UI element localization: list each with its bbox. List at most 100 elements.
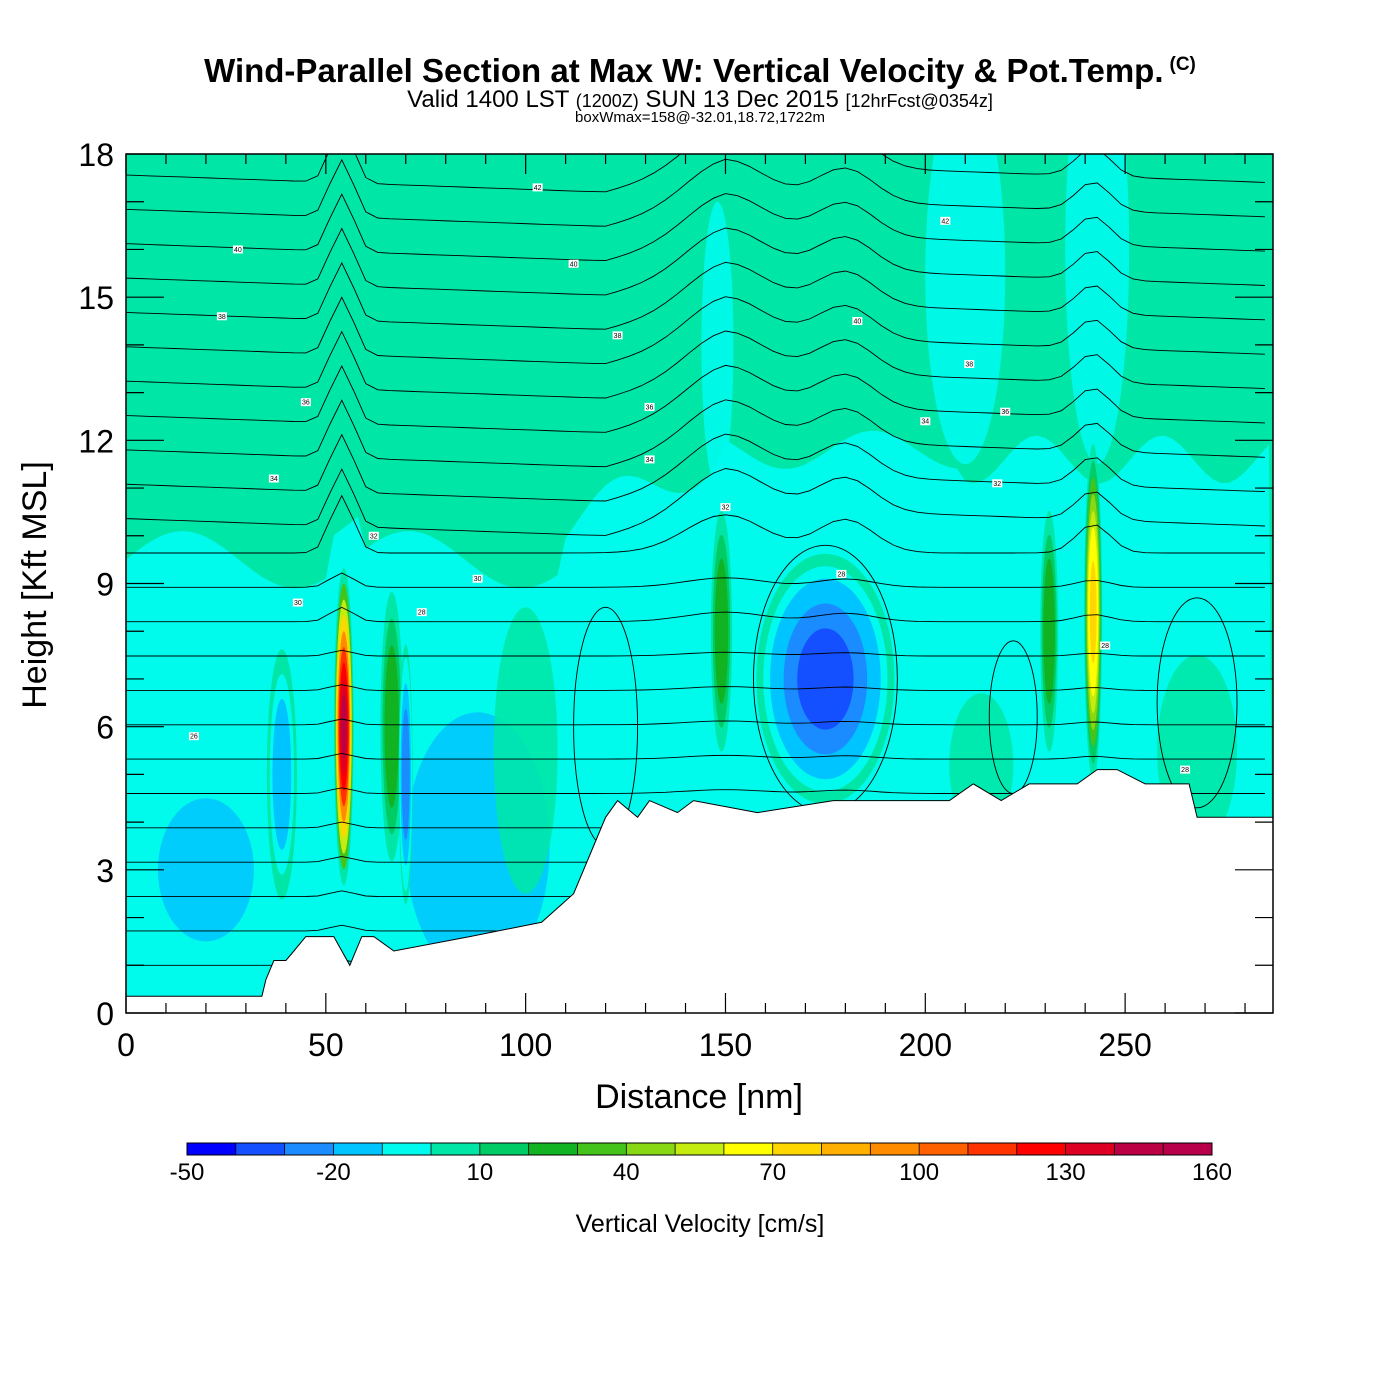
theta-contour	[126, 649, 1265, 657]
y-tick-label: 0	[96, 996, 114, 1032]
x-tick-label: 0	[117, 1027, 135, 1063]
contour-label: 32	[993, 481, 1001, 488]
chart-title: Wind-Parallel Section at Max W: Vertical…	[0, 52, 1400, 90]
contour-label-box	[1100, 641, 1111, 650]
contour-label: 34	[921, 419, 929, 426]
theta-contour	[126, 261, 1266, 330]
colorbar-swatch	[1114, 1143, 1164, 1155]
contour-label-box	[216, 312, 227, 321]
colorbar-swatch	[1163, 1143, 1213, 1155]
colorbar-tick-label: 10	[467, 1159, 494, 1186]
updraft-level	[719, 618, 724, 645]
contour-label: 42	[941, 218, 949, 225]
contour-label-box	[472, 574, 483, 583]
forecast-info: [12hrFcst@0354z]	[845, 91, 993, 111]
colorbar-swatch	[1016, 1143, 1066, 1155]
theta-contour-closed	[1156, 597, 1238, 809]
upper-cyan-patch	[701, 201, 734, 489]
contour-label: 30	[474, 576, 482, 583]
colorbar-swatch	[723, 1143, 774, 1155]
colorbar-tick-label: 130	[1046, 1159, 1086, 1186]
updraft-level	[1047, 618, 1051, 645]
contour-label: 28	[1181, 767, 1189, 774]
colorbar-swatch	[333, 1143, 383, 1155]
contour-label: 28	[418, 610, 426, 617]
colorbar: -50 -20 10 40 70 100 130 160	[170, 1142, 1232, 1186]
box-info: boxWmax=158@-32.01,18.72,1722m	[575, 109, 825, 126]
y-tick-label: 15	[78, 280, 114, 316]
contour-label-box	[232, 245, 243, 254]
contour-label: 42	[534, 185, 542, 192]
contour-label: 28	[1101, 643, 1109, 650]
contour-label-box	[964, 359, 975, 368]
theta-contour	[126, 399, 1266, 468]
valid-utc: (1200Z)	[575, 91, 639, 111]
colorbar-swatch	[870, 1143, 920, 1155]
contour-label-box	[532, 183, 543, 192]
contour-label: 38	[218, 314, 226, 321]
x-tick-label: 200	[899, 1027, 952, 1063]
contour-label: 36	[1001, 409, 1009, 416]
x-axis-title: Distance [nm]	[595, 1078, 803, 1116]
theta-contour	[126, 158, 1266, 227]
y-tick-label: 6	[96, 710, 114, 746]
colorbar-tick-label: 160	[1192, 1159, 1232, 1186]
contour-label-box	[644, 455, 655, 464]
contour-label: 38	[965, 361, 973, 368]
colorbar-tick-label: 40	[613, 1159, 640, 1186]
colorbar-title: Vertical Velocity [cm/s]	[576, 1210, 825, 1238]
contour-label: 38	[614, 333, 622, 340]
theta-contour	[126, 227, 1266, 296]
y-tick-label: 18	[78, 137, 114, 173]
colorbar-swatch	[382, 1143, 432, 1155]
downdraft-level	[404, 760, 408, 789]
colorbar-swatch	[528, 1143, 578, 1155]
theta-contour	[126, 572, 1265, 588]
x-tick-label: 250	[1098, 1027, 1151, 1063]
valid-date: SUN 13 Dec 2015	[645, 86, 839, 113]
contour-label: 28	[837, 571, 845, 578]
colorbar-swatch	[577, 1143, 627, 1155]
contour-label: 36	[646, 404, 654, 411]
theta-contour	[126, 433, 1266, 502]
theta-contour	[126, 752, 1265, 760]
contour-label-box	[1000, 407, 1011, 416]
contour-label-box	[852, 317, 863, 326]
terrain	[126, 769, 1273, 1013]
y-tick-label: 3	[96, 853, 114, 889]
valid-prefix: Valid 1400 LST	[407, 86, 570, 113]
low-level-patch	[493, 607, 558, 894]
contour-label-box	[940, 216, 951, 225]
colorbar-frame	[186, 1142, 1213, 1156]
theta-contour	[126, 468, 1266, 536]
theta-contour	[126, 606, 1265, 623]
contour-label: 34	[646, 457, 654, 464]
downdraft-level	[279, 760, 285, 788]
theta-contour	[126, 330, 1266, 399]
contour-label: 32	[370, 533, 378, 540]
theta-contour	[126, 718, 1265, 726]
colorbar-swatch	[431, 1143, 481, 1155]
colorbar-swatch	[626, 1143, 676, 1155]
terrain-mask	[126, 769, 1273, 1013]
copyright-mark: (C)	[1169, 54, 1196, 75]
contour-label-box	[568, 259, 579, 268]
downdraft-level	[817, 665, 834, 693]
contour-label-box	[720, 503, 731, 512]
colorbar-tick-label: 70	[759, 1159, 786, 1186]
x-tick-label: 150	[699, 1027, 752, 1063]
theta-contour	[126, 296, 1266, 365]
updraft-level	[1091, 594, 1095, 630]
colorbar-tick-label: -50	[170, 1159, 205, 1186]
updraft-level	[341, 709, 346, 744]
colorbar-swatch	[235, 1143, 285, 1155]
x-tick-label: 50	[308, 1027, 344, 1063]
theta-contour	[126, 684, 1265, 691]
contour-label: 40	[570, 261, 578, 268]
theta-contour	[126, 193, 1266, 261]
chart-title-text: Wind-Parallel Section at Max W: Vertical…	[204, 52, 1164, 89]
colorbar-swatch	[1065, 1143, 1115, 1155]
contour-label: 36	[302, 400, 310, 407]
theta-contour	[126, 154, 1266, 193]
